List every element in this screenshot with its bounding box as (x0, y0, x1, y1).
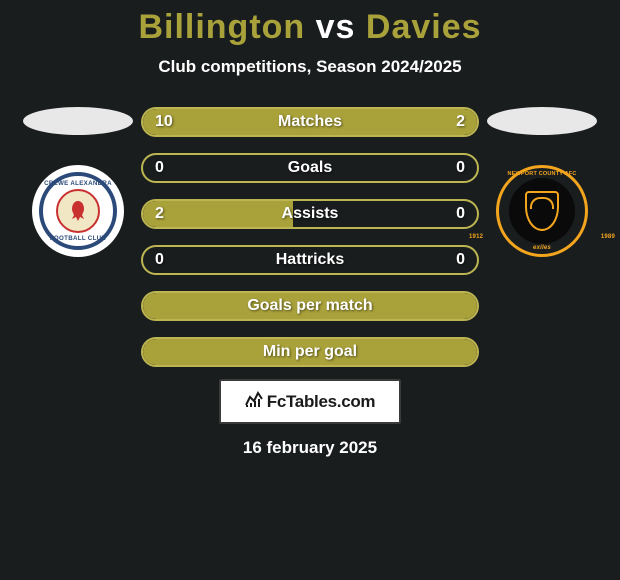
fctables-branding[interactable]: FcTables.com (219, 379, 402, 424)
badge-left-ring: CREWE ALEXANDRA FOOTBALL CLUB (39, 172, 117, 250)
stat-row: 10 Matches 2 (141, 107, 479, 137)
stat-value-left: 10 (155, 113, 173, 131)
date-text: 16 february 2025 (243, 438, 377, 458)
player1-name: Billington (138, 8, 305, 46)
stat-label: Assists (282, 205, 339, 223)
stat-label: Goals (288, 159, 332, 177)
page-title: Billington vs Davies (138, 8, 481, 47)
stat-value-right: 0 (456, 251, 465, 269)
badge-right-text-top: NEWPORT COUNTY AFC (499, 171, 585, 177)
right-side: NEWPORT COUNTY AFC 1912 1989 exiles (487, 107, 597, 257)
badge-left-center-icon (56, 189, 100, 233)
stat-fill-left (143, 109, 410, 135)
badge-left-text-bottom: FOOTBALL CLUB (43, 235, 113, 242)
badge-left-text-top: CREWE ALEXANDRA (43, 180, 113, 187)
left-side: CREWE ALEXANDRA FOOTBALL CLUB (23, 107, 133, 257)
vs-text: vs (316, 8, 356, 46)
crewe-alexandra-badge: CREWE ALEXANDRA FOOTBALL CLUB (32, 165, 124, 257)
shield-icon (525, 191, 559, 231)
stat-value-left: 0 (155, 251, 164, 269)
main-row: CREWE ALEXANDRA FOOTBALL CLUB 10 Matches 2… (0, 107, 620, 367)
comparison-widget: Billington vs Davies Club competitions, … (0, 0, 620, 458)
stat-value-right: 0 (456, 159, 465, 177)
stats-column: 10 Matches 2 0 Goals 0 2 Assists 0 0 Hattricks 0 Goa… (141, 107, 479, 367)
chart-icon (245, 391, 263, 412)
stat-label: Goals per match (247, 297, 372, 315)
badge-right-year-right: 1989 (601, 234, 615, 240)
badge-right-year-left: 1912 (469, 234, 483, 240)
badge-right-exiles: exiles (499, 245, 585, 251)
stat-label: Min per goal (263, 343, 357, 361)
badge-right-inner (509, 178, 575, 244)
stat-row: Goals per match (141, 291, 479, 321)
player2-photo-placeholder (487, 107, 597, 135)
lion-icon (64, 197, 92, 225)
stat-label: Hattricks (276, 251, 344, 269)
stat-row: 2 Assists 0 (141, 199, 479, 229)
newport-county-badge: NEWPORT COUNTY AFC 1912 1989 exiles (496, 165, 588, 257)
stat-fill-left (143, 201, 293, 227)
player1-photo-placeholder (23, 107, 133, 135)
stat-row: Min per goal (141, 337, 479, 367)
stat-label: Matches (278, 113, 342, 131)
stat-value-left: 0 (155, 159, 164, 177)
stat-value-right: 2 (456, 113, 465, 131)
stat-row: 0 Hattricks 0 (141, 245, 479, 275)
stat-fill-right (410, 109, 477, 135)
stat-value-left: 2 (155, 205, 164, 223)
player2-name: Davies (366, 8, 482, 46)
subtitle: Club competitions, Season 2024/2025 (158, 57, 461, 77)
stat-value-right: 0 (456, 205, 465, 223)
fctables-text: FcTables.com (267, 392, 376, 412)
stat-row: 0 Goals 0 (141, 153, 479, 183)
